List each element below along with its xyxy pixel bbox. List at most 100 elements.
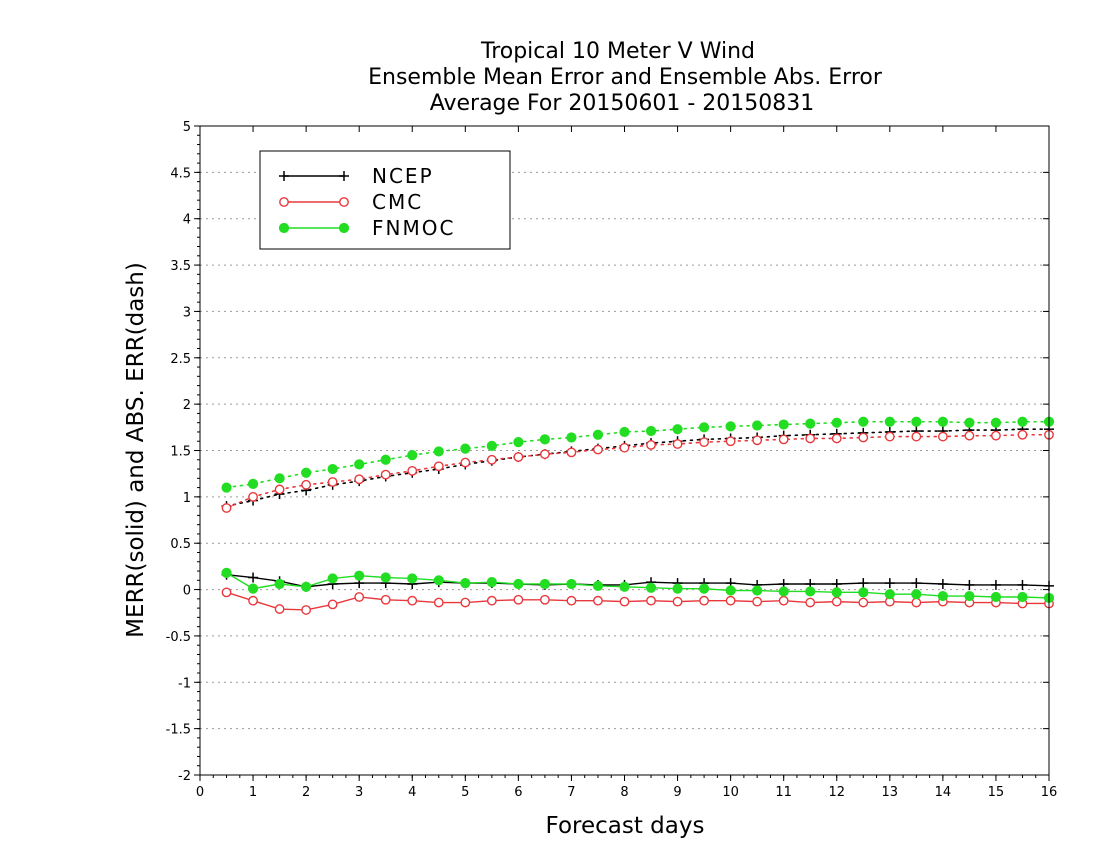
legend-box: [259, 150, 511, 250]
ncep-merr-point: [858, 578, 869, 589]
fnmoc-abs-err-point: [884, 416, 895, 427]
cmc-abs-err-point: [937, 431, 948, 442]
cmc-abs-err-point: [433, 461, 444, 472]
fnmoc-merr-point: [911, 589, 922, 600]
cmc-abs-err-point: [884, 431, 895, 442]
x-tick-label: 1: [249, 785, 257, 800]
y-tick-label: 0: [183, 584, 191, 599]
y-tick-label: -0.5: [166, 630, 191, 645]
legend-fnmoc-marker-right: [338, 222, 350, 234]
fnmoc-merr-point: [619, 581, 630, 592]
fnmoc-merr-point: [645, 582, 657, 593]
fnmoc-abs-err-point: [858, 416, 869, 427]
cmc-abs-err-point: [911, 431, 922, 442]
axes: [194, 125, 1050, 781]
fnmoc-abs-err-point: [778, 419, 789, 430]
chart-title-line-3: Average For 20150601 - 20150831: [430, 91, 815, 116]
fnmoc-abs-err-line: [225, 420, 1050, 489]
fnmoc-merr-point: [592, 580, 604, 591]
fnmoc-merr-point: [486, 577, 497, 588]
cmc-merr-point: [672, 596, 683, 607]
fnmoc-abs-err-point: [301, 467, 312, 478]
fnmoc-merr-point: [725, 585, 736, 596]
cmc-merr-point: [725, 595, 736, 606]
x-tick-label: 9: [673, 785, 681, 800]
ncep-merr-point: [1017, 579, 1028, 590]
plot-frame: [199, 125, 1050, 776]
y-tick-label: 4.5: [170, 166, 191, 181]
cmc-abs-err-point: [752, 435, 763, 446]
fnmoc-abs-err-point: [407, 450, 418, 461]
cmc-merr-point: [778, 595, 789, 606]
cmc-merr-point: [566, 595, 577, 606]
cmc-merr-point: [380, 594, 391, 605]
cmc-merr-point: [513, 594, 524, 605]
fnmoc-merr-point: [247, 583, 259, 594]
ncep-merr-point: [248, 572, 259, 583]
y-tick-label: 1: [183, 491, 191, 506]
cmc-merr-point: [433, 597, 444, 608]
cmc-abs-err-point: [725, 436, 736, 447]
fnmoc-merr-point: [433, 575, 444, 586]
fnmoc-merr-point: [778, 586, 789, 597]
ncep-merr-point: [884, 578, 895, 589]
x-tick-label: 12: [828, 785, 845, 800]
cmc-abs-err-point: [274, 484, 285, 495]
fnmoc-abs-err-point: [247, 478, 259, 489]
fnmoc-abs-err-point: [645, 425, 657, 437]
y-tick-label: 1.5: [170, 445, 191, 460]
cmc-abs-err-point: [460, 457, 471, 468]
fnmoc-merr-point: [327, 573, 338, 584]
cmc-abs-err-point: [221, 503, 232, 513]
y-tick-label: 4: [183, 213, 191, 228]
y-tick-label: 0.5: [170, 537, 191, 552]
fnmoc-abs-err-point: [831, 417, 842, 428]
chart-title-line-2: Ensemble Mean Error and Ensemble Abs. Er…: [368, 65, 883, 90]
tick-labels: 54.543.532.521.510.50-0.5-1-1.5-20 1 2 3 4 5 6…: [166, 120, 1058, 800]
x-tick-label: 7: [567, 785, 575, 800]
y-tick-label: 3.5: [170, 259, 191, 274]
cmc-merr-point: [858, 597, 869, 608]
x-tick-label: 2: [302, 785, 310, 800]
x-tick-label: 3: [355, 785, 363, 800]
cmc-abs-err-point: [380, 469, 391, 480]
legend-cmc-label: CMC: [372, 190, 423, 214]
x-tick-label: 5: [461, 785, 469, 800]
ncep-merr-point: [990, 579, 1001, 590]
fnmoc-abs-err-point: [619, 426, 630, 438]
cmc-merr-point: [699, 595, 709, 606]
fnmoc-abs-err-point: [725, 421, 736, 432]
fnmoc-merr-point: [831, 587, 842, 598]
cmc-merr-point: [540, 594, 550, 605]
fnmoc-merr-point: [698, 583, 710, 594]
ncep-abs-err-line: [225, 428, 1050, 507]
cmc-abs-err-point: [699, 437, 709, 448]
cmc-merr-point: [221, 587, 232, 598]
cmc-abs-err-point: [248, 491, 258, 502]
fnmoc-merr-point: [752, 585, 763, 596]
cmc-abs-err-point: [964, 430, 975, 441]
fnmoc-abs-err-point: [460, 443, 471, 454]
cmc-merr-point: [354, 592, 365, 602]
fnmoc-merr-point: [513, 578, 524, 590]
chart-title-line-1: Tropical 10 Meter V Wind: [480, 39, 755, 64]
fnmoc-abs-err-point: [592, 429, 604, 440]
fnmoc-abs-err-point: [274, 473, 285, 484]
fnmoc-abs-err-point: [672, 424, 683, 435]
legend-cmc-marker-left: [279, 197, 289, 207]
y-tick-label: -1.5: [166, 723, 191, 738]
fnmoc-merr-point: [1017, 591, 1028, 603]
fnmoc-merr-point: [884, 589, 895, 600]
y-tick-label: 5: [183, 120, 191, 135]
y-tick-label: 3: [183, 305, 191, 320]
cmc-abs-err-point: [566, 447, 577, 458]
fnmoc-merr-point: [221, 567, 232, 578]
x-tick-label: 10: [722, 785, 739, 800]
fnmoc-abs-err-point: [221, 482, 232, 493]
fnmoc-abs-err-point: [566, 432, 577, 443]
fnmoc-abs-err-point: [990, 417, 1002, 428]
cmc-merr-point: [911, 597, 922, 608]
legend-fnmoc-marker-left: [278, 222, 290, 234]
x-tick-label: 11: [775, 785, 792, 800]
y-tick-label: 2: [183, 398, 191, 413]
